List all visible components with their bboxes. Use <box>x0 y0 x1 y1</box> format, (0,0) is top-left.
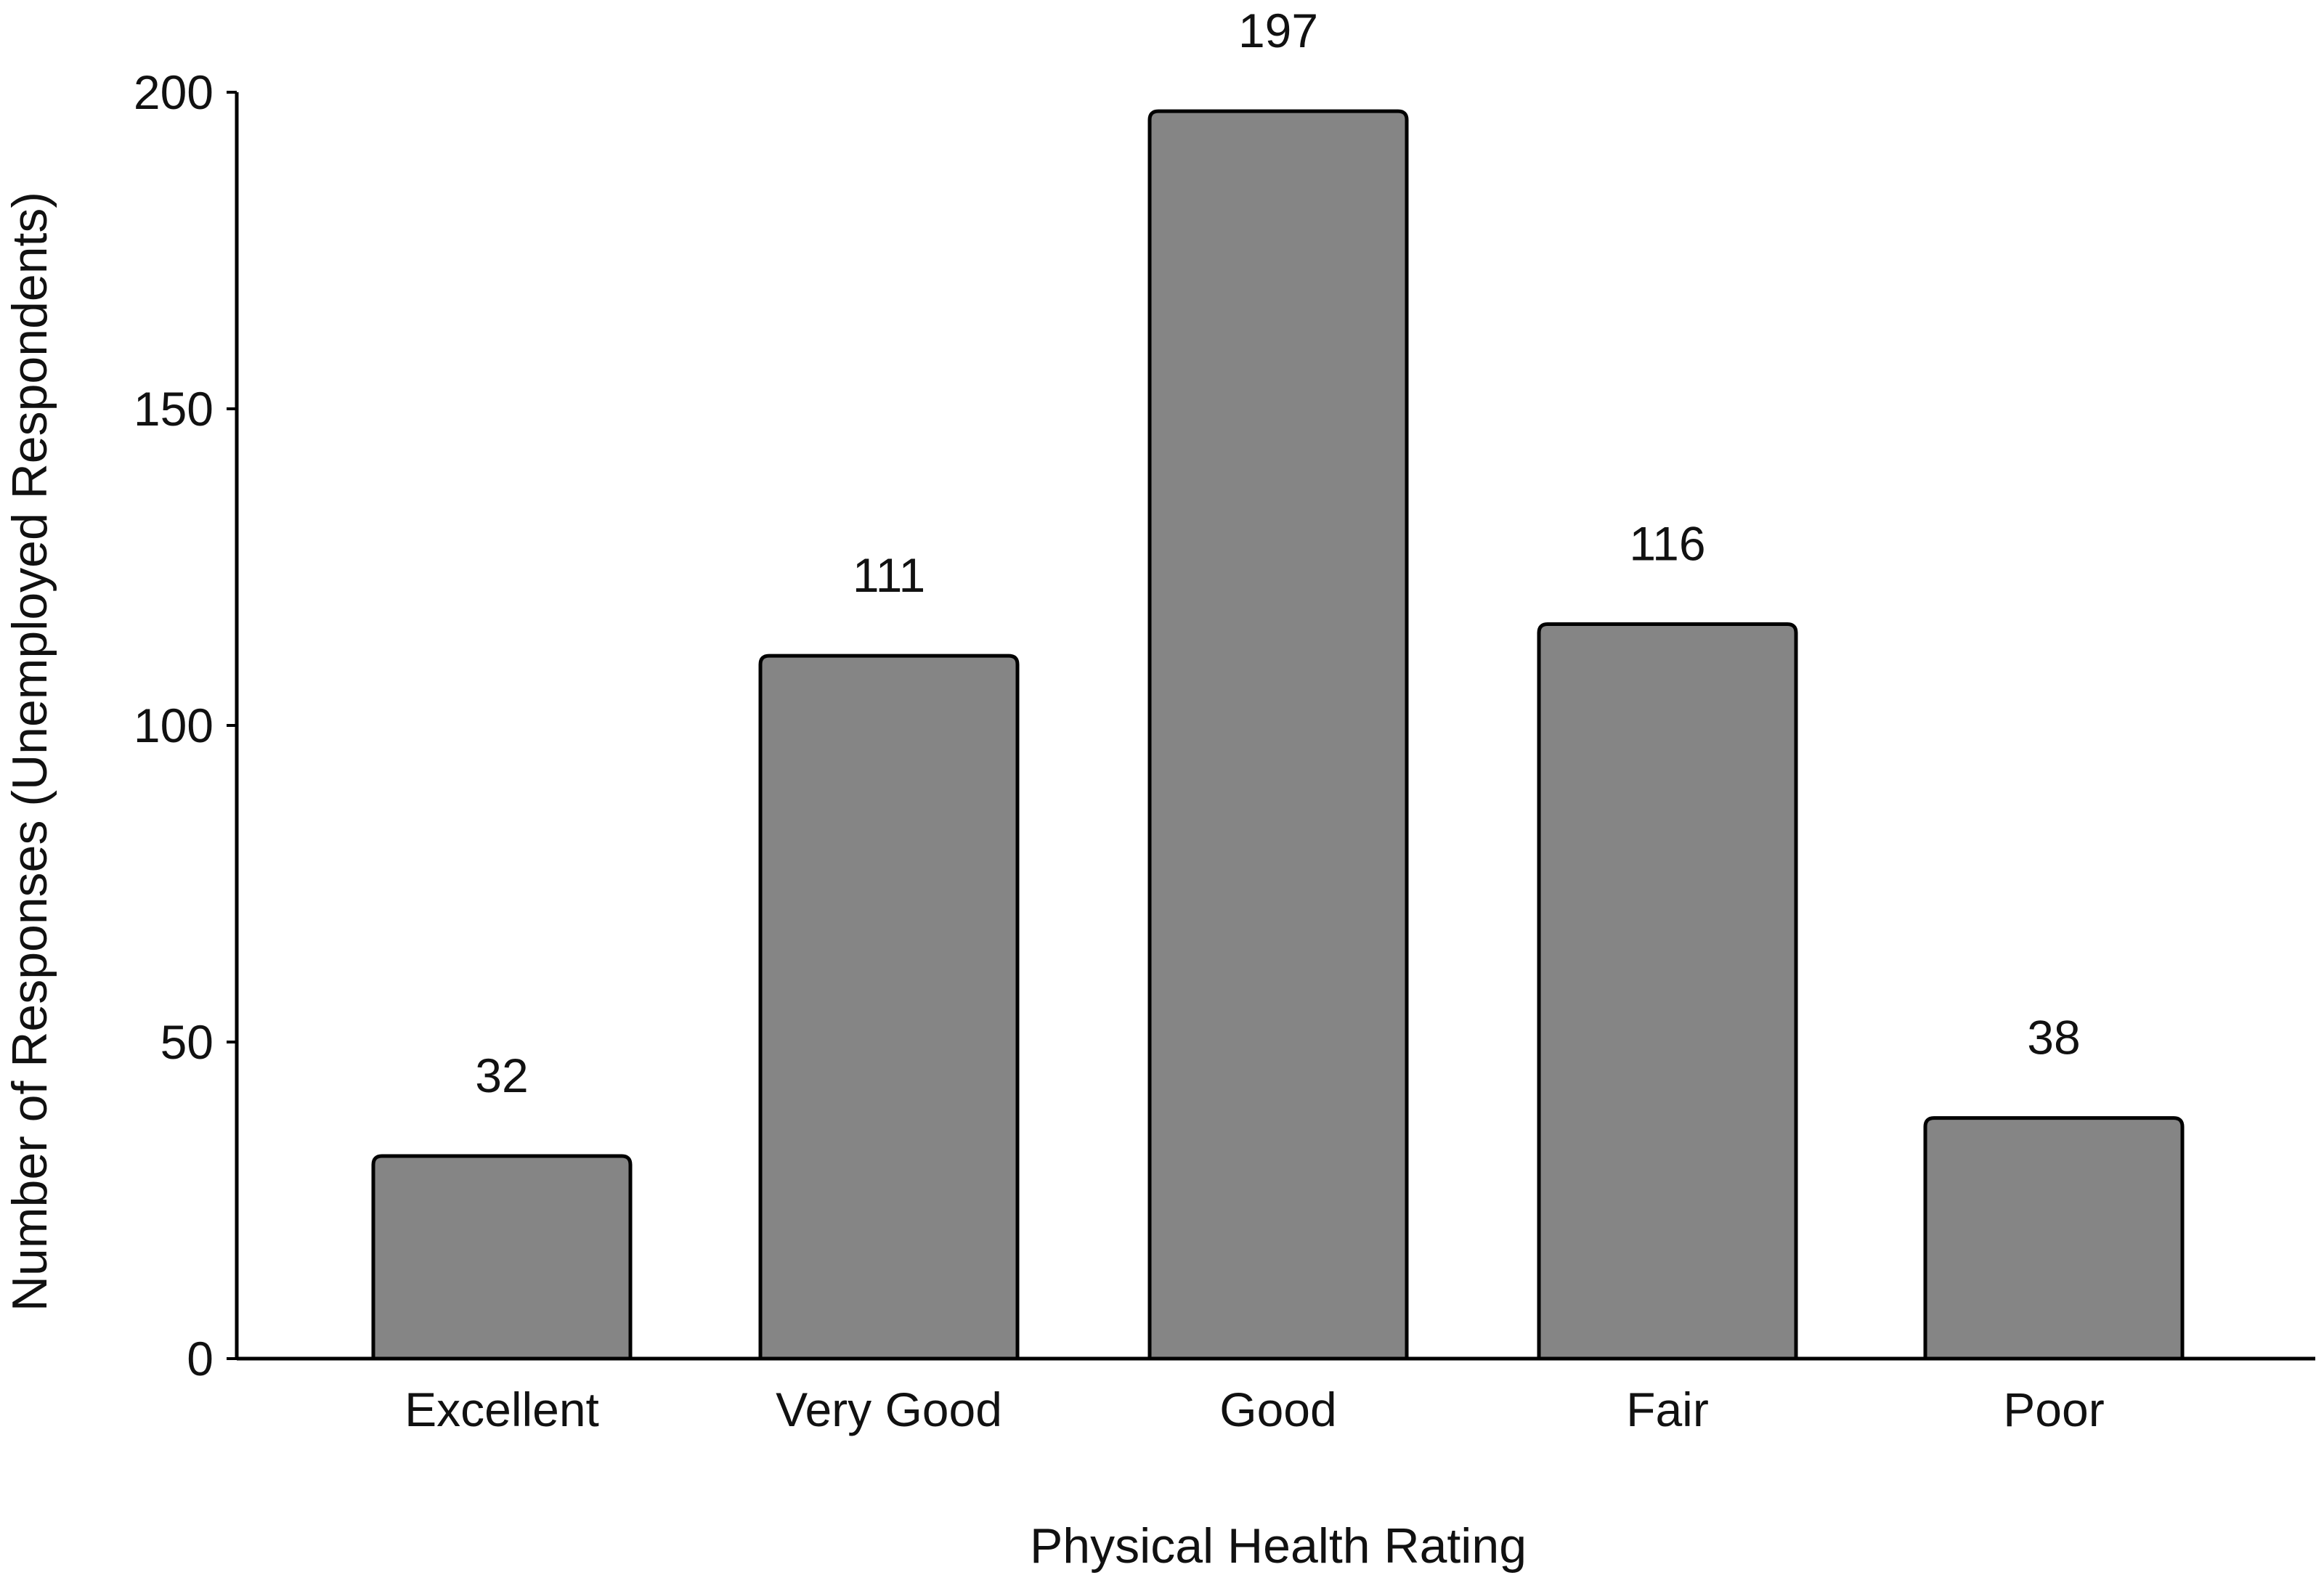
bar-fair <box>1537 622 1798 1361</box>
x-tick-label: Poor <box>2003 1383 2104 1436</box>
data-label: 116 <box>1629 516 1705 570</box>
y-axis-title: Number of Responses (Unemployed Responde… <box>2 192 57 1311</box>
y-tick-label: 150 <box>134 382 214 436</box>
y-tick-label: 100 <box>134 699 214 752</box>
bar-very-good <box>758 654 1020 1361</box>
y-tick-label: 50 <box>161 1015 214 1069</box>
x-tick-label: Good <box>1219 1383 1336 1436</box>
data-labels-group: 32 111 197 116 38 <box>475 4 2080 1102</box>
data-label: 32 <box>475 1049 528 1102</box>
bar-good <box>1147 109 1409 1361</box>
y-axis: 0 50 100 150 200 <box>134 65 239 1385</box>
x-axis: Excellent Very Good Good Fair Poor <box>237 1356 2315 1436</box>
data-label: 38 <box>2027 1011 2080 1065</box>
bar-poor <box>1923 1116 2185 1361</box>
bars-group <box>371 109 2185 1361</box>
x-tick-label: Fair <box>1626 1383 1709 1436</box>
bar-excellent <box>371 1154 633 1361</box>
y-tick-label: 200 <box>134 65 214 119</box>
data-label: 197 <box>1238 4 1318 57</box>
y-tick-label: 0 <box>187 1332 214 1385</box>
data-label: 111 <box>853 548 925 602</box>
x-tick-label: Very Good <box>776 1383 1002 1436</box>
x-axis-title: Physical Health Rating <box>1030 1518 1527 1574</box>
x-tick-label: Excellent <box>405 1383 599 1436</box>
